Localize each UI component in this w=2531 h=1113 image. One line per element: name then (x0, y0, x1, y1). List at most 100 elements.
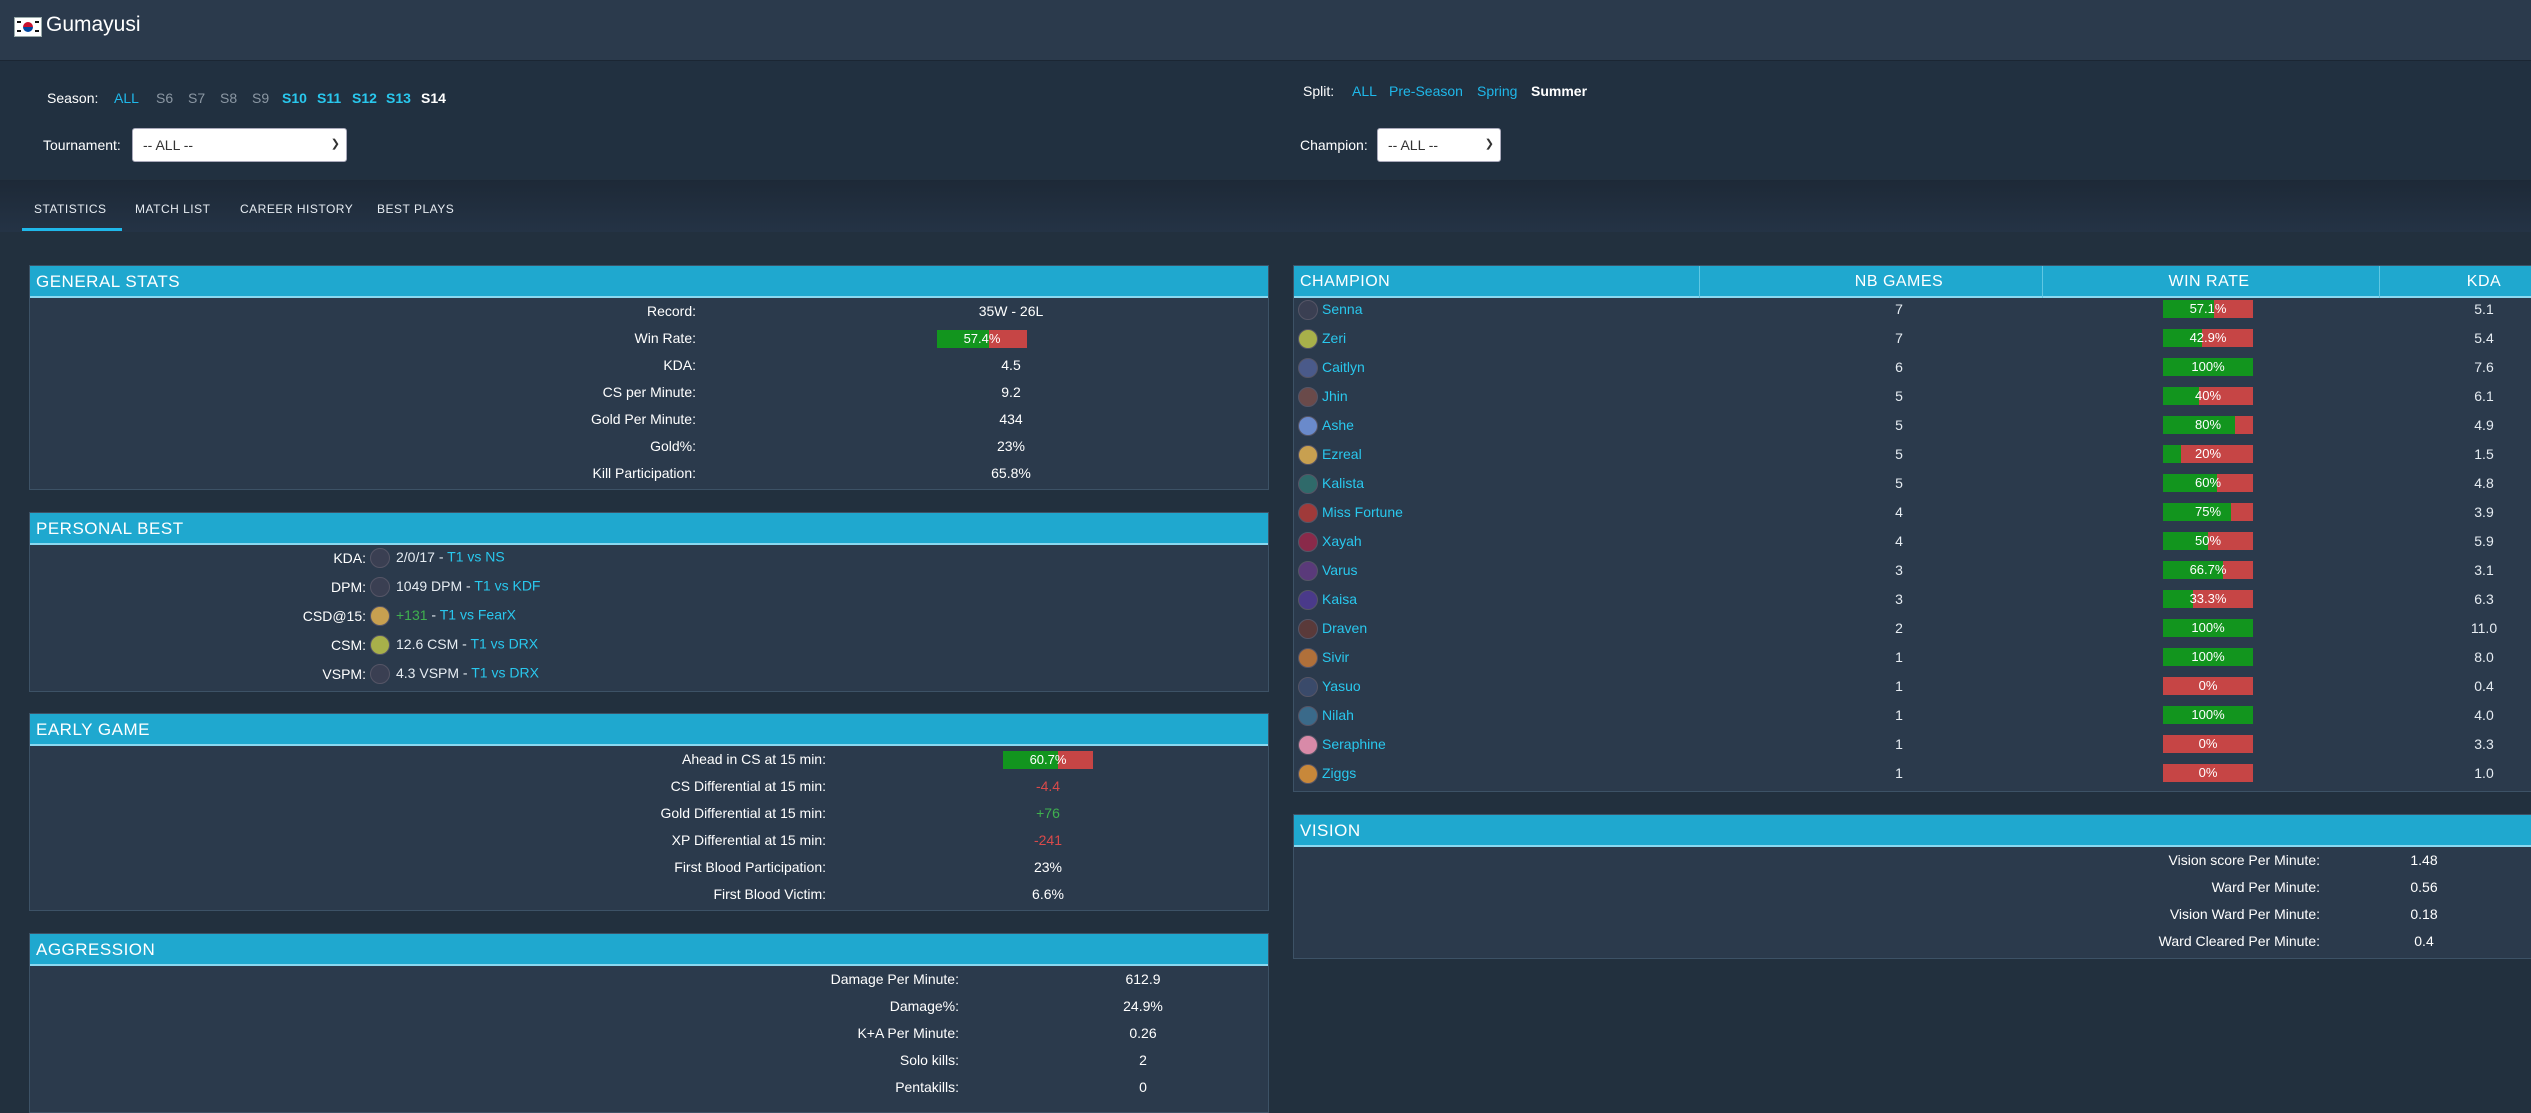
tab-statistics[interactable]: STATISTICS (34, 202, 107, 216)
aggression-label: Damage%: (889, 998, 959, 1014)
ahead-cs-fill (1003, 751, 1058, 769)
champion-select[interactable]: -- ALL -- ❯ (1377, 128, 1501, 162)
champion-name-link[interactable]: Ashe (1322, 417, 1354, 433)
season-s9[interactable]: S9 (252, 90, 270, 106)
win-rate-text: 80% (2194, 417, 2222, 432)
champion-kda: 3.9 (2474, 504, 2494, 520)
champion-portrait-icon (1298, 735, 1318, 755)
champion-win-rate-bar: 100% (2163, 619, 2253, 637)
champion-games: 1 (1895, 649, 1903, 665)
champion-name-link[interactable]: Senna (1322, 301, 1363, 317)
split-summer[interactable]: Summer (1531, 83, 1588, 99)
match-link[interactable]: T1 vs KDF (474, 577, 541, 594)
season-s14[interactable]: S14 (421, 90, 446, 106)
match-link[interactable]: T1 vs DRX (471, 664, 539, 681)
champion-portrait-icon (1298, 300, 1318, 320)
personal-best-label: CSD@15: (302, 608, 366, 624)
champion-row[interactable]: Kaisa 3 33.3% 6.3 (1294, 590, 2531, 617)
champion-name-link[interactable]: Jhin (1322, 388, 1348, 404)
vision-panel: VISION Vision score Per Minute: 1.48 War… (1293, 814, 2531, 959)
stat-value: 9.2 (1001, 384, 1021, 400)
champion-row[interactable]: Sivir 1 100% 8.0 (1294, 648, 2531, 675)
champion-games: 7 (1895, 330, 1903, 346)
early-label: XP Differential at 15 min: (671, 832, 826, 848)
win-rate-text: 100% (2191, 707, 2225, 722)
vision-row: Vision score Per Minute: 1.48 (1294, 852, 2531, 879)
tournament-select[interactable]: -- ALL -- ❯ (132, 128, 347, 162)
champion-row[interactable]: Seraphine 1 0% 3.3 (1294, 735, 2531, 762)
season-s10[interactable]: S10 (282, 90, 307, 106)
champion-row[interactable]: Caitlyn 6 100% 7.6 (1294, 358, 2531, 385)
champion-name-link[interactable]: Nilah (1322, 707, 1354, 723)
champion-games: 3 (1895, 562, 1903, 578)
split-all[interactable]: ALL (1352, 83, 1377, 99)
champion-name-link[interactable]: Zeri (1322, 330, 1347, 346)
champion-win-rate-bar: 0% (2163, 677, 2253, 695)
champion-row[interactable]: Ezreal 5 20% 1.5 (1294, 445, 2531, 472)
champion-row[interactable]: Senna 7 57.1% 5.1 (1294, 300, 2531, 327)
champion-name-link[interactable]: Ziggs (1322, 765, 1357, 781)
champion-name-link[interactable]: Yasuo (1322, 678, 1361, 694)
champion-row[interactable]: Ashe 5 80% 4.9 (1294, 416, 2531, 443)
champion-row[interactable]: Kalista 5 60% 4.8 (1294, 474, 2531, 501)
champion-kda: 3.1 (2474, 562, 2494, 578)
champion-row[interactable]: Xayah 4 50% 5.9 (1294, 532, 2531, 559)
champion-name-link[interactable]: Miss Fortune (1322, 504, 1403, 520)
early-value: 6.6% (1032, 886, 1064, 902)
column-header-champion[interactable]: CHAMPION (1300, 273, 1391, 290)
win-rate-fill (2163, 706, 2253, 724)
champion-portrait-icon (1298, 648, 1318, 668)
season-s7[interactable]: S7 (188, 90, 206, 106)
tab-match-list[interactable]: MATCH LIST (135, 202, 211, 216)
champion-table-header: CHAMPION NB GAMES WIN RATE KDA (1294, 266, 2531, 298)
split-pre-season[interactable]: Pre-Season (1389, 83, 1463, 99)
champion-kda: 4.0 (2474, 707, 2494, 723)
split-spring[interactable]: Spring (1477, 83, 1518, 99)
champion-row[interactable]: Draven 2 100% 11.0 (1294, 619, 2531, 646)
champion-row[interactable]: Nilah 1 100% 4.0 (1294, 706, 2531, 733)
champion-row[interactable]: Miss Fortune 4 75% 3.9 (1294, 503, 2531, 530)
champion-row[interactable]: Zeri 7 42.9% 5.4 (1294, 329, 2531, 356)
match-link[interactable]: T1 vs NS (447, 548, 505, 565)
season-s8[interactable]: S8 (220, 90, 238, 106)
column-header-nb-games[interactable]: NB GAMES (1854, 273, 1944, 290)
win-rate-fill (2163, 561, 2224, 579)
season-s6[interactable]: S6 (156, 90, 174, 106)
aggression-title: AGGRESSION (30, 934, 1268, 966)
champion-name-link[interactable]: Kaisa (1322, 591, 1358, 607)
champion-label: Champion: (1300, 137, 1368, 153)
personal-best-label: KDA: (333, 550, 366, 566)
match-link[interactable]: T1 vs FearX (439, 606, 516, 623)
season-s12[interactable]: S12 (352, 90, 377, 106)
aggression-value: 612.9 (1125, 971, 1161, 987)
aggression-value: 0 (1139, 1079, 1147, 1095)
champion-name-link[interactable]: Seraphine (1322, 736, 1386, 752)
champion-row[interactable]: Varus 3 66.7% 3.1 (1294, 561, 2531, 588)
champion-portrait-icon (1298, 561, 1318, 581)
tab-career-history[interactable]: CAREER HISTORY (240, 202, 354, 216)
tab-best-plays[interactable]: BEST PLAYS (377, 202, 455, 216)
champion-row[interactable]: Jhin 5 40% 6.1 (1294, 387, 2531, 414)
champion-row[interactable]: Ziggs 1 0% 1.0 (1294, 764, 2531, 791)
win-rate-text: 100% (2191, 359, 2225, 374)
stat-label: Gold%: (650, 438, 696, 454)
champion-portrait-icon (1298, 329, 1318, 349)
champion-name-link[interactable]: Kalista (1322, 475, 1365, 491)
column-header-win-rate[interactable]: WIN RATE (2168, 273, 2250, 290)
season-s13[interactable]: S13 (386, 90, 411, 106)
personal-best-row: DPM: 1049 DPM - T1 vs KDF (30, 577, 1268, 606)
champion-row[interactable]: Yasuo 1 0% 0.4 (1294, 677, 2531, 704)
champion-name-link[interactable]: Ezreal (1322, 446, 1362, 462)
season-all[interactable]: ALL (114, 90, 139, 106)
season-s11[interactable]: S11 (317, 90, 342, 106)
champion-name-link[interactable]: Caitlyn (1322, 359, 1365, 375)
aggression-row: Damage%: 24.9% (30, 998, 1268, 1025)
column-header-kda[interactable]: KDA (2466, 273, 2502, 290)
stat-label: Gold Per Minute: (590, 411, 696, 427)
champion-name-link[interactable]: Sivir (1322, 649, 1350, 665)
match-link[interactable]: T1 vs DRX (470, 635, 539, 652)
champion-name-link[interactable]: Draven (1322, 620, 1368, 636)
champion-kda: 4.9 (2474, 417, 2494, 433)
champion-name-link[interactable]: Xayah (1322, 533, 1362, 549)
champion-name-link[interactable]: Varus (1322, 562, 1358, 578)
